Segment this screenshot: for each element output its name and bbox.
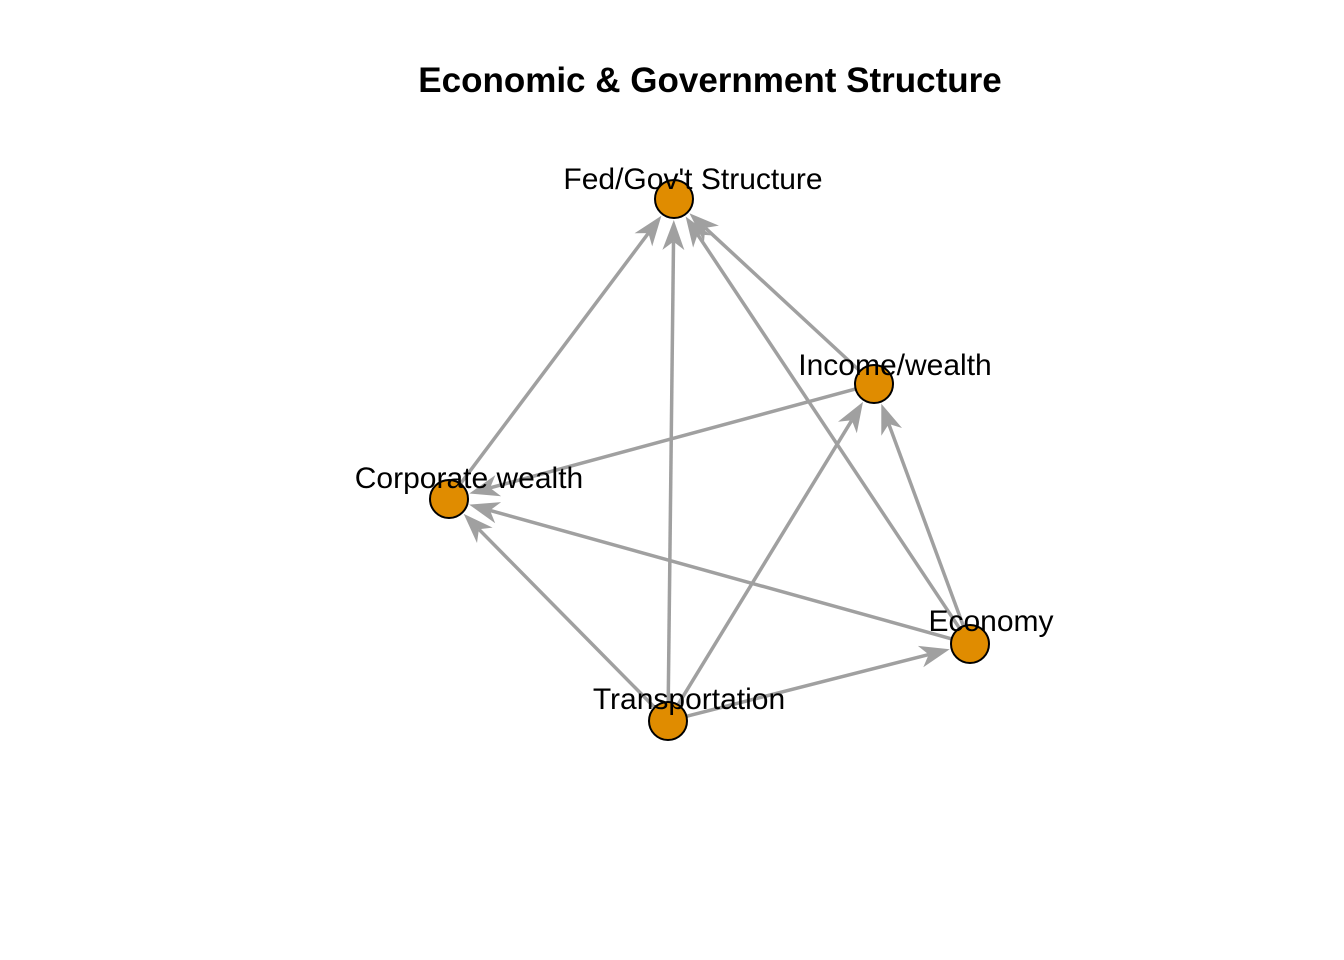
edge-line <box>489 387 857 490</box>
arrowhead <box>634 215 662 247</box>
edge-income-to-corporate <box>469 387 857 497</box>
edge-line <box>685 652 930 719</box>
edge-line <box>458 232 650 485</box>
diagram-title: Economic & Government Structure <box>418 61 1001 100</box>
edge-line <box>676 419 854 706</box>
node-corporate <box>429 479 469 519</box>
arrowhead <box>469 502 502 524</box>
edge-income-to-fed <box>689 213 862 373</box>
edge-economy-to-corporate <box>469 502 953 641</box>
edge-line <box>704 226 862 373</box>
labels-layer: Fed/Gov't Structure Income/wealth Corporat… <box>355 163 1054 716</box>
arrowhead <box>881 403 902 436</box>
edge-economy-to-income <box>881 403 966 627</box>
edge-economy-to-fed <box>685 216 961 630</box>
edge-line <box>477 528 656 709</box>
arrowhead <box>838 401 863 434</box>
arrowhead <box>685 216 712 248</box>
edge-line <box>489 508 953 641</box>
node-economy <box>950 624 990 664</box>
edge-transportation-to-income <box>676 401 863 706</box>
arrowhead <box>662 220 685 251</box>
edge-corporate-to-fed <box>458 215 662 485</box>
edges-layer <box>458 213 966 719</box>
node-income <box>854 364 894 404</box>
node-label-transportation: Transportation <box>593 683 785 716</box>
edge-line <box>666 241 676 703</box>
edge-transportation-to-economy <box>685 645 950 719</box>
edge-line <box>696 233 961 630</box>
arrowhead <box>469 475 502 497</box>
nodes-layer <box>429 179 990 741</box>
node-label-corporate: Corporate wealth <box>355 462 583 495</box>
arrowhead <box>917 645 950 668</box>
edge-line <box>887 423 966 627</box>
node-label-income: Income/wealth <box>798 349 991 382</box>
node-transportation <box>648 701 688 741</box>
node-fed <box>654 179 694 219</box>
edge-transportation-to-corporate <box>463 513 656 709</box>
arrowhead <box>463 513 493 543</box>
node-label-fed: Fed/Gov't Structure <box>563 163 822 196</box>
arrowhead <box>689 213 719 242</box>
node-label-economy: Economy <box>928 605 1053 638</box>
edge-transportation-to-fed <box>662 220 685 703</box>
